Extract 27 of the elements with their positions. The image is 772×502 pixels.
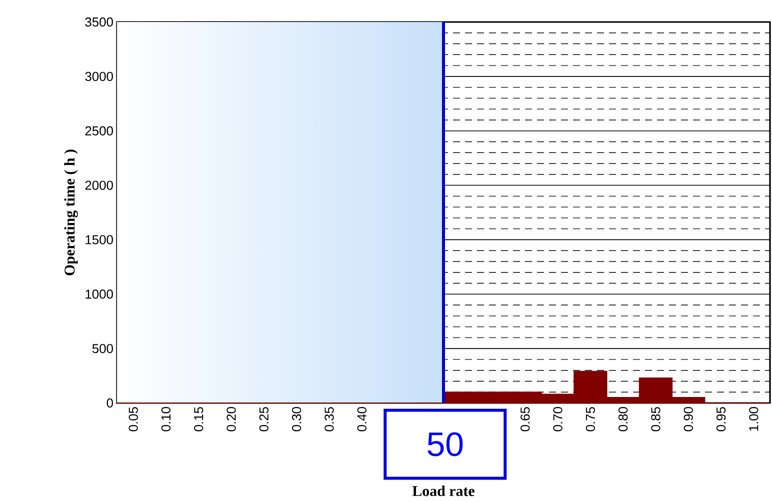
x-tick-label: 0.10 [161, 407, 171, 432]
x-tick-label: 0.35 [324, 407, 334, 432]
text: 50 [428, 432, 463, 456]
x-tick-label: 0.90 [684, 407, 693, 432]
x-tick-label: 0.75 [586, 407, 596, 432]
y-tick-label: 1500 [86, 235, 113, 244]
x-tick-label: 0.70 [553, 407, 562, 432]
y-tick-label: 0 [106, 398, 113, 408]
x-tick-label: 0.30 [292, 407, 302, 432]
x-tick-label: 0.15 [194, 407, 204, 432]
y-tick-label: 1000 [86, 290, 113, 299]
y-tick-label: 500 [92, 344, 113, 354]
x-tick-label: 0.65 [520, 407, 530, 432]
x-tick-label: 0.95 [716, 407, 726, 432]
x-tick-label: 0.40 [357, 407, 366, 432]
x-tick-label: 0.25 [259, 407, 269, 432]
y-tick-label: 3000 [85, 72, 113, 82]
x-tick-label: 1.00 [749, 407, 758, 431]
y-tick-label: 2500 [85, 126, 113, 136]
x-tick-label: 0.05 [128, 407, 138, 432]
y-axis-title: Operating time ( h ) [64, 150, 78, 276]
x-tick-label: 0.85 [651, 407, 660, 432]
x-tick-label: 0.80 [618, 407, 628, 432]
y-tick-label: 3500 [85, 17, 113, 27]
x-axis-title: Load rate [412, 486, 474, 496]
y-tick-label: 2000 [85, 180, 113, 190]
x-tick-label: 0.20 [226, 407, 236, 432]
